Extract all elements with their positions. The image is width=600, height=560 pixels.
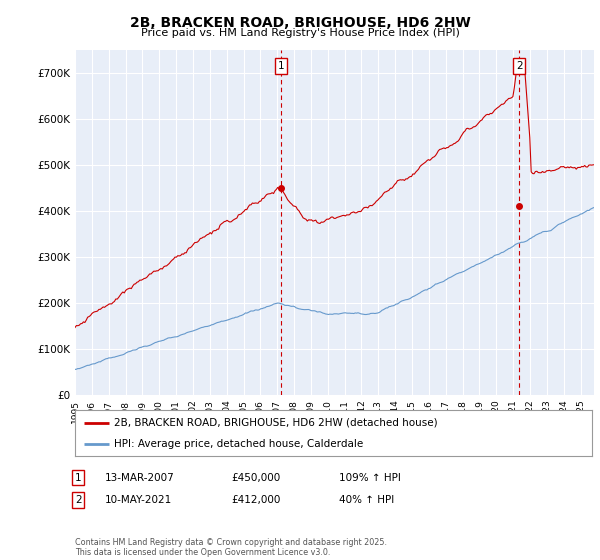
Text: 40% ↑ HPI: 40% ↑ HPI bbox=[339, 495, 394, 505]
Text: 10-MAY-2021: 10-MAY-2021 bbox=[105, 495, 172, 505]
Text: 2B, BRACKEN ROAD, BRIGHOUSE, HD6 2HW: 2B, BRACKEN ROAD, BRIGHOUSE, HD6 2HW bbox=[130, 16, 470, 30]
Text: HPI: Average price, detached house, Calderdale: HPI: Average price, detached house, Cald… bbox=[114, 439, 363, 449]
Text: 2: 2 bbox=[516, 61, 523, 71]
Text: 1: 1 bbox=[75, 473, 82, 483]
Text: Contains HM Land Registry data © Crown copyright and database right 2025.
This d: Contains HM Land Registry data © Crown c… bbox=[75, 538, 387, 557]
Text: 2: 2 bbox=[75, 495, 82, 505]
Text: 1: 1 bbox=[277, 61, 284, 71]
Text: £450,000: £450,000 bbox=[231, 473, 280, 483]
Text: £412,000: £412,000 bbox=[231, 495, 280, 505]
Text: 109% ↑ HPI: 109% ↑ HPI bbox=[339, 473, 401, 483]
Text: 2B, BRACKEN ROAD, BRIGHOUSE, HD6 2HW (detached house): 2B, BRACKEN ROAD, BRIGHOUSE, HD6 2HW (de… bbox=[114, 418, 437, 428]
Text: Price paid vs. HM Land Registry's House Price Index (HPI): Price paid vs. HM Land Registry's House … bbox=[140, 28, 460, 38]
Text: 13-MAR-2007: 13-MAR-2007 bbox=[105, 473, 175, 483]
